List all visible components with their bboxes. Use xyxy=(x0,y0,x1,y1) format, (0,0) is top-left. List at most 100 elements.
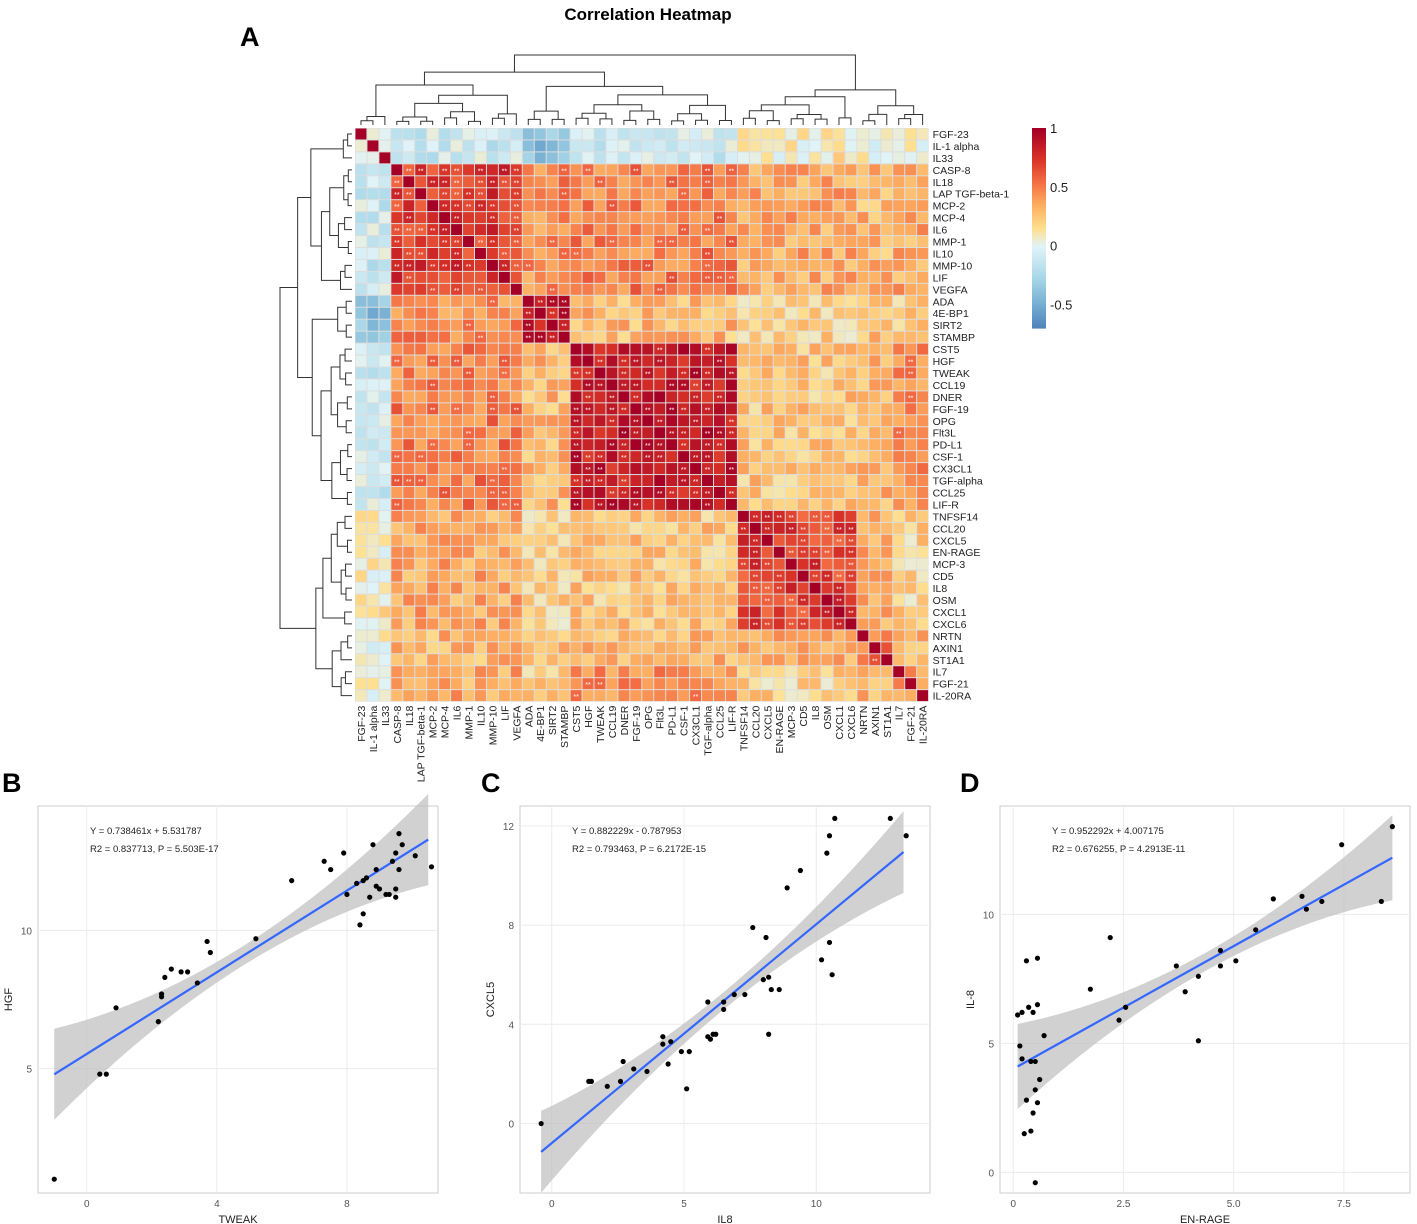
heatmap-cell xyxy=(534,570,546,582)
colorbar-segment xyxy=(1032,190,1046,193)
significance-marker: ** xyxy=(597,479,603,486)
heatmap-cell xyxy=(475,319,486,331)
data-point xyxy=(396,831,402,837)
heatmap-row-label: CCL19 xyxy=(933,380,966,392)
heatmap-cell xyxy=(881,534,893,546)
row-dendrogram-branch xyxy=(347,539,352,553)
heatmap-cell xyxy=(439,295,451,307)
significance-marker: ** xyxy=(406,192,412,199)
row-dendrogram-branch xyxy=(336,521,348,547)
heatmap-cell xyxy=(797,200,809,212)
heatmap-cell xyxy=(510,283,522,295)
significance-marker: ** xyxy=(609,395,615,402)
heatmap-cell xyxy=(558,367,570,379)
colorbar-segment xyxy=(1032,298,1046,301)
heatmap-cell xyxy=(415,690,427,702)
heatmap-cell xyxy=(475,487,486,498)
colorbar-segment xyxy=(1032,142,1046,145)
heatmap-cell xyxy=(463,164,474,176)
heatmap-cell xyxy=(714,463,725,475)
heatmap-cell xyxy=(714,140,725,152)
heatmap-cell xyxy=(809,248,821,259)
heatmap-cell xyxy=(582,510,594,522)
heatmap-cell xyxy=(486,164,498,176)
heatmap-cell xyxy=(714,439,725,451)
heatmap-column-label: VEGFA xyxy=(511,706,523,741)
heatmap-cell xyxy=(618,391,630,403)
heatmap-cell xyxy=(618,331,630,343)
heatmap-cell xyxy=(558,427,570,439)
heatmap-cell xyxy=(702,355,713,367)
heatmap-cell xyxy=(498,654,510,666)
heatmap-cell xyxy=(869,427,881,439)
heatmap-cell xyxy=(594,176,606,188)
significance-marker: ** xyxy=(824,575,830,582)
column-dendrogram-branch xyxy=(497,113,517,125)
heatmap-cell xyxy=(869,487,881,498)
heatmap-cell xyxy=(534,128,546,140)
heatmap-cell xyxy=(678,427,690,439)
data-point xyxy=(1233,958,1239,964)
heatmap-cell xyxy=(606,678,618,690)
heatmap-cell xyxy=(594,343,606,355)
heatmap-cell xyxy=(510,164,522,176)
significance-marker: ** xyxy=(657,240,663,247)
heatmap-cell xyxy=(737,295,749,307)
heatmap-cell xyxy=(749,331,761,343)
heatmap-cell xyxy=(391,331,403,343)
heatmap-cell xyxy=(439,522,451,534)
heatmap-cell xyxy=(510,558,522,570)
heatmap-cell xyxy=(678,164,690,176)
heatmap-cell xyxy=(809,522,821,534)
heatmap-cell xyxy=(427,558,439,570)
heatmap-cell xyxy=(917,140,929,152)
heatmap-cell xyxy=(845,176,857,188)
heatmap-cell xyxy=(869,594,881,606)
heatmap-cell xyxy=(773,534,785,546)
heatmap-cell xyxy=(737,487,749,498)
row-dendrogram-branch xyxy=(320,390,332,482)
heatmap-cell xyxy=(391,594,403,606)
heatmap-cell xyxy=(917,307,929,319)
heatmap-cell xyxy=(427,451,439,463)
heatmap-cell xyxy=(427,379,439,391)
heatmap-cell xyxy=(833,271,845,283)
heatmap-cell xyxy=(678,522,690,534)
heatmap-cell xyxy=(486,367,498,379)
heatmap-cell xyxy=(498,487,510,498)
heatmap-cell xyxy=(642,570,654,582)
heatmap-cell xyxy=(905,164,917,176)
heatmap-cell xyxy=(606,200,618,212)
heatmap-cell xyxy=(355,271,367,283)
heatmap-cell xyxy=(773,618,785,630)
heatmap-cell xyxy=(451,522,463,534)
significance-marker: ** xyxy=(585,479,591,486)
significance-marker: ** xyxy=(490,216,496,223)
heatmap-cell xyxy=(570,403,582,415)
heatmap-row-label: IL8 xyxy=(933,583,948,595)
heatmap-row-label: CXCL5 xyxy=(933,535,967,547)
heatmap-cell xyxy=(391,224,403,236)
heatmap-cell xyxy=(367,618,379,630)
column-dendrogram-branch xyxy=(766,120,780,125)
colorbar-tick-label: -0.5 xyxy=(1050,297,1072,312)
heatmap-cell xyxy=(582,128,594,140)
heatmap-cell xyxy=(582,642,594,654)
heatmap-cell xyxy=(809,283,821,295)
heatmap-cell xyxy=(415,212,427,224)
heatmap-cell xyxy=(714,164,725,176)
heatmap-row-label: IL-1 alpha xyxy=(933,141,980,153)
heatmap-cell xyxy=(845,522,857,534)
heatmap-cell xyxy=(463,582,474,594)
heatmap-cell xyxy=(869,439,881,451)
heatmap-cell xyxy=(403,618,415,630)
data-point xyxy=(1303,906,1309,912)
row-dendrogram-branch xyxy=(339,450,348,476)
heatmap-cell xyxy=(797,164,809,176)
heatmap-cell xyxy=(749,510,761,522)
heatmap-cell xyxy=(737,534,749,546)
significance-marker: ** xyxy=(657,348,663,355)
heatmap-cell xyxy=(391,236,403,247)
panel-label-b: B xyxy=(2,768,22,798)
heatmap-cell xyxy=(678,594,690,606)
